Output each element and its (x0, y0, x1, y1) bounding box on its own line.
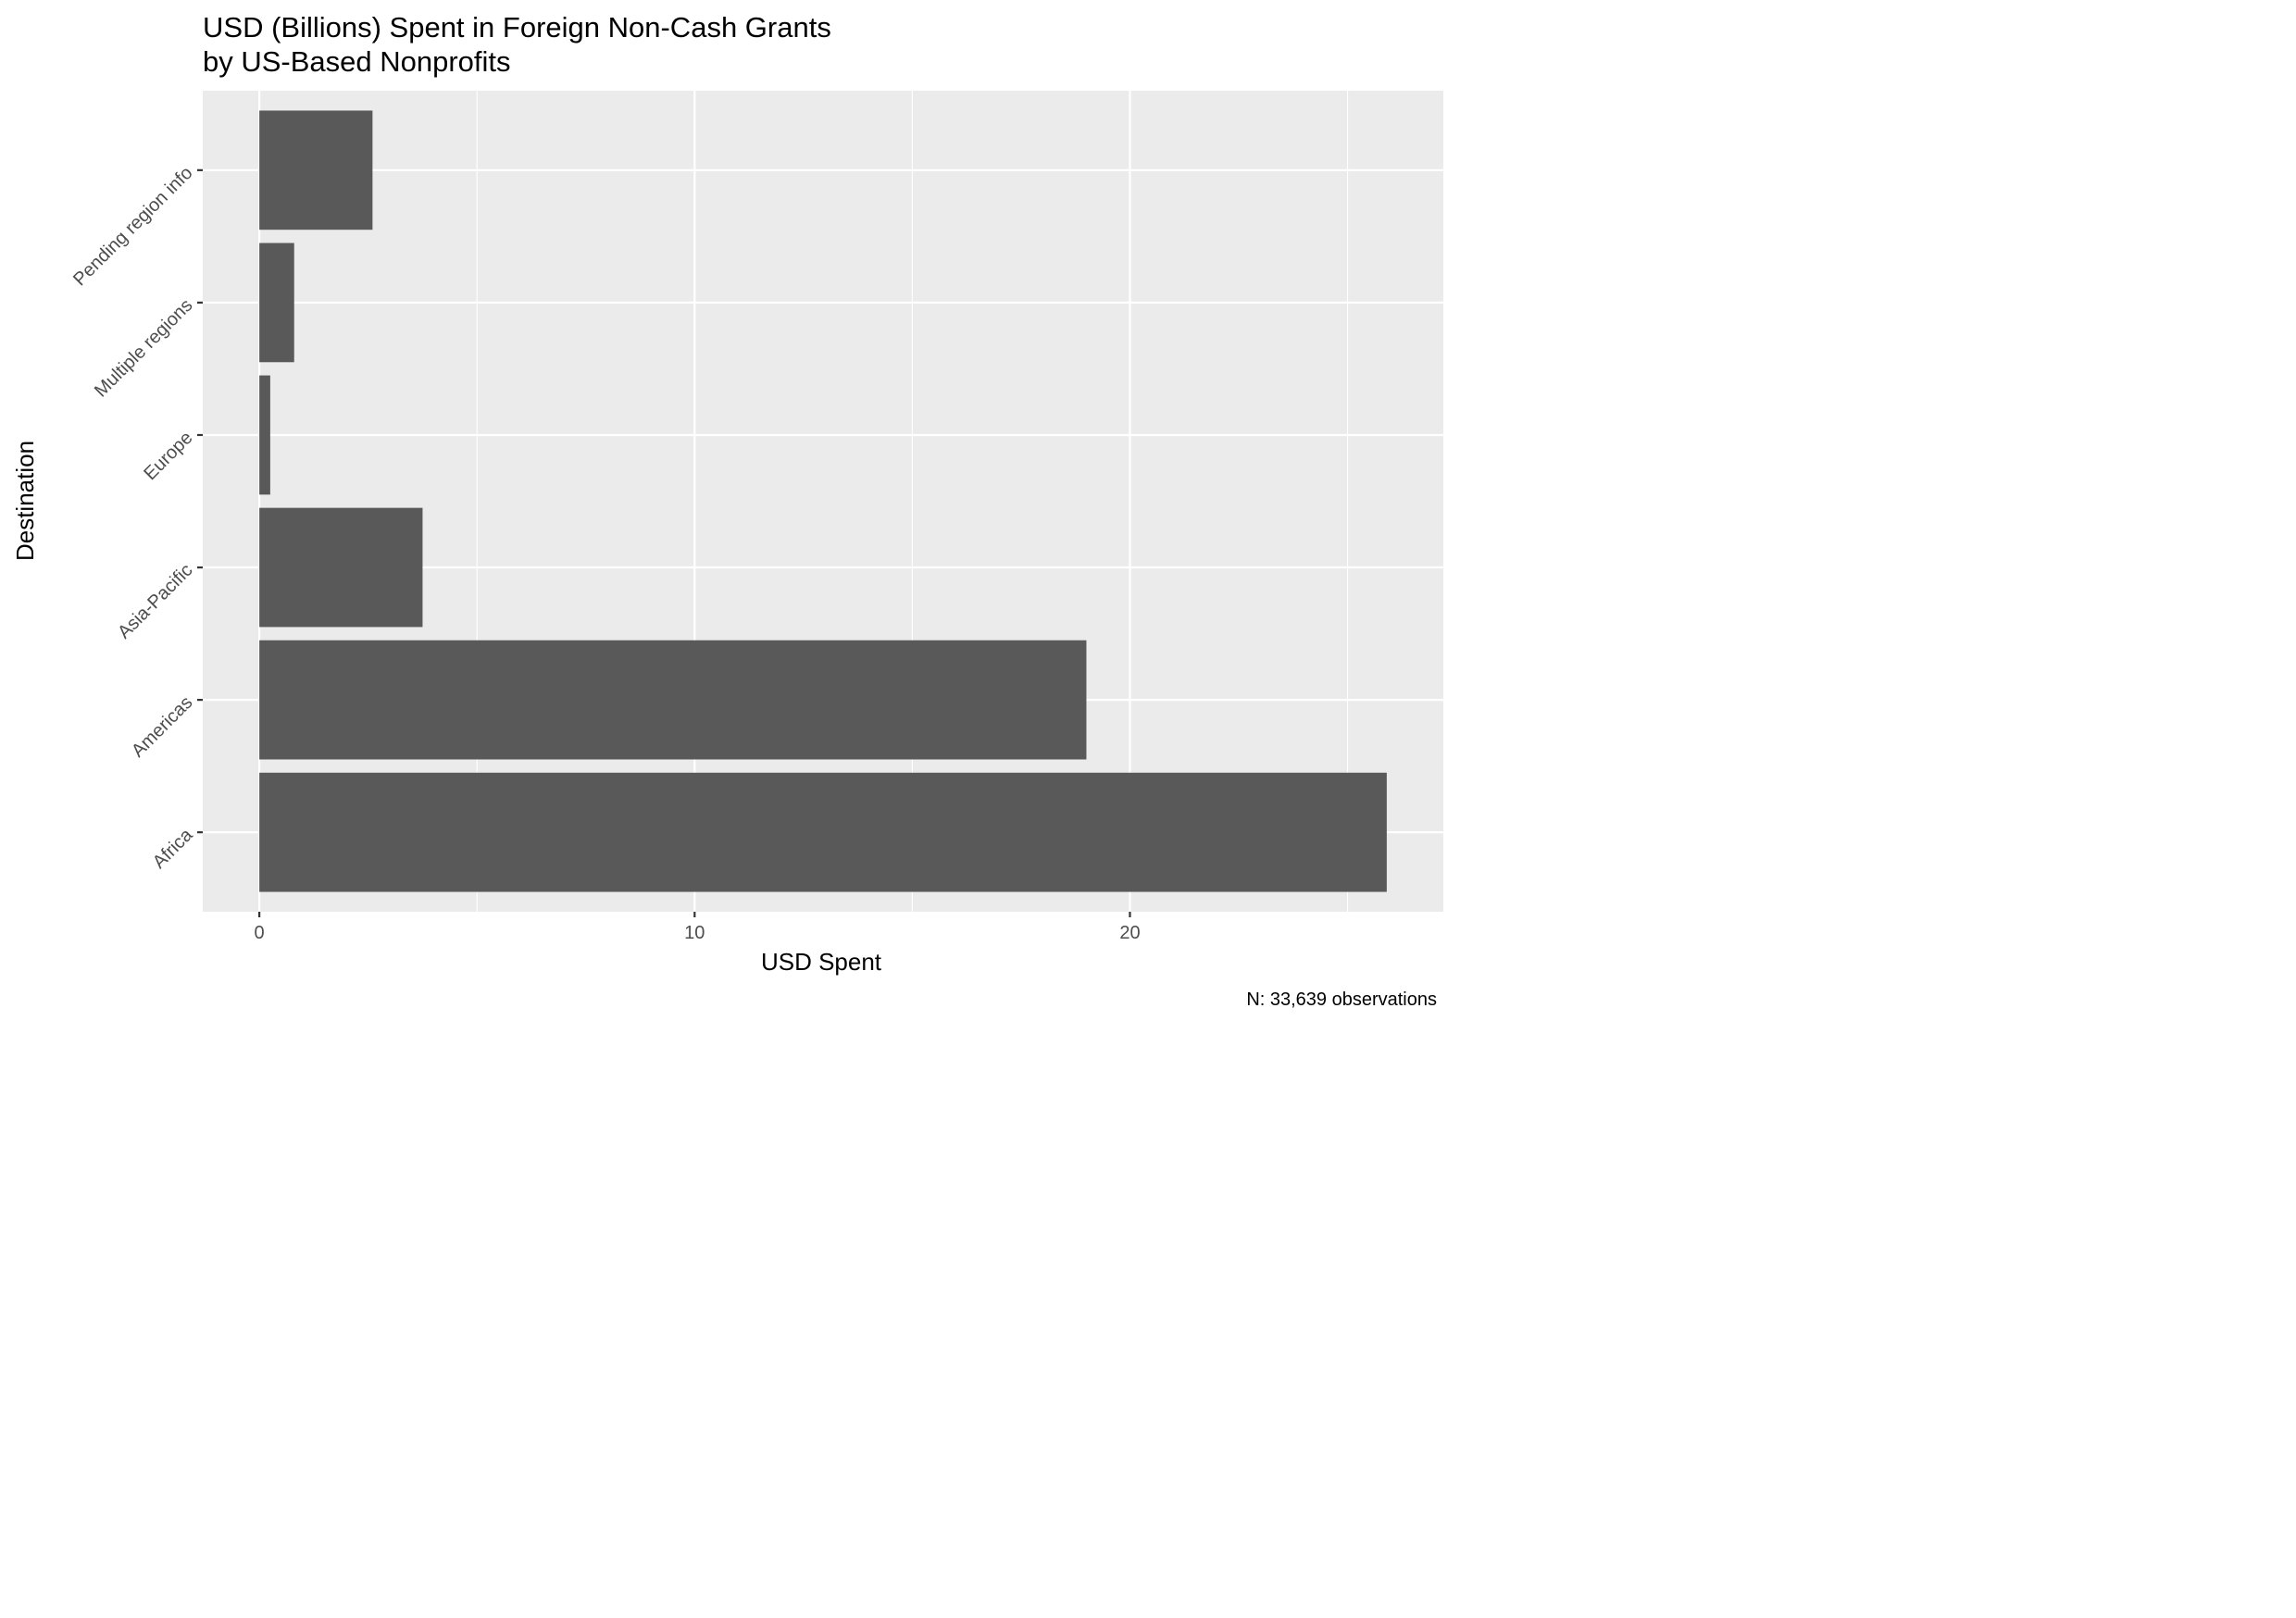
y-tick-label: Multiple regions (91, 295, 197, 402)
x-tick-label: 0 (255, 923, 265, 943)
x-tick-label: 10 (684, 923, 705, 943)
bar (259, 110, 373, 230)
y-tick-label: Pending region info (69, 163, 196, 290)
y-tick-label: Africa (149, 825, 197, 873)
chart-subtitle: by US-Based Nonprofits (203, 45, 511, 78)
y-tick-label: Americas (128, 692, 197, 762)
x-axis-title: USD Spent (761, 948, 882, 976)
x-axis: 0 10 20 (255, 912, 1141, 943)
y-tick-label: Europe (140, 428, 196, 484)
y-axis: Africa Americas Asia-Pacific Europe Multiple… (69, 163, 203, 873)
caption: N: 33,639 observations (1246, 989, 1437, 1010)
y-axis-title: Destination (11, 441, 39, 561)
bar (259, 243, 294, 363)
bars-group (259, 110, 1387, 892)
chart-title: USD (Billions) Spent in Foreign Non-Cash… (203, 11, 831, 44)
bar (259, 640, 1087, 760)
x-tick-label: 20 (1119, 923, 1140, 943)
chart-figure: USD (Billions) Spent in Foreign Non-Cash… (0, 0, 1452, 1024)
bar (259, 507, 423, 628)
y-tick-label: Asia-Pacific (114, 560, 196, 642)
bar (259, 375, 270, 495)
bar-chart: USD (Billions) Spent in Foreign Non-Cash… (11, 11, 1443, 1010)
bar (259, 772, 1387, 892)
